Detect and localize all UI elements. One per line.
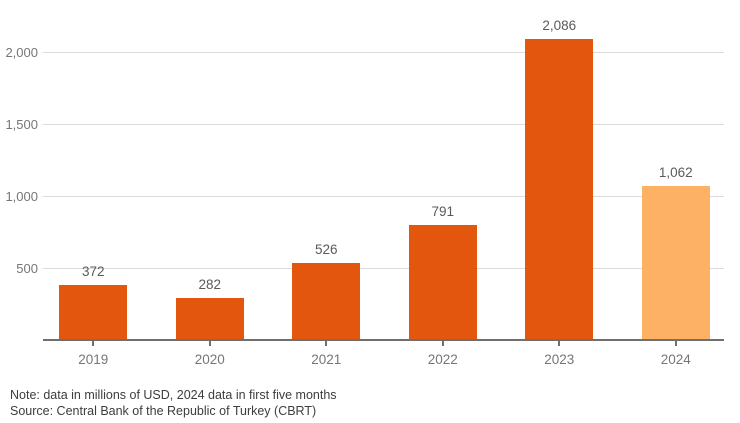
axis-tick [208, 341, 211, 346]
x-axis-label-2022: 2022 [427, 352, 458, 367]
bar-2020 [175, 298, 244, 339]
bar-2024 [641, 186, 710, 339]
axis-tick [441, 341, 444, 346]
axis-tick [92, 341, 95, 346]
x-axis-label-2024: 2024 [660, 352, 691, 367]
bar-value-label: 282 [198, 277, 222, 293]
x-axis-label-2020: 2020 [194, 352, 225, 367]
y-axis-tick-label: 2,000 [5, 44, 38, 60]
x-axis-label-2021: 2021 [311, 352, 342, 367]
y-axis-tick-label: 500 [16, 260, 38, 276]
y-axis-tick-label: 1,500 [5, 116, 38, 132]
chart-note: Note: data in millions of USD, 2024 data… [10, 388, 337, 402]
bar-value-label: 372 [81, 264, 105, 280]
bar-2019 [59, 285, 128, 339]
gridline [43, 267, 724, 269]
chart-footer: Note: data in millions of USD, 2024 data… [10, 388, 337, 419]
bar-value-label: 526 [314, 242, 338, 258]
axis-tick [674, 341, 677, 346]
bar-2023 [525, 38, 594, 339]
bar-2022 [408, 225, 477, 339]
axis-tick [558, 341, 561, 346]
x-axis-label-2023: 2023 [544, 352, 575, 367]
bar-value-label: 2,086 [542, 17, 577, 33]
x-axis-line [43, 339, 724, 341]
bar-2021 [292, 263, 361, 339]
axis-tick [325, 341, 328, 346]
y-axis-tick-label: 1,000 [5, 188, 38, 204]
x-axis-label-2019: 2019 [78, 352, 109, 367]
bar-value-label: 791 [431, 204, 455, 220]
gridline [43, 51, 724, 53]
gridline [43, 195, 724, 197]
chart-source: Source: Central Bank of the Republic of … [10, 403, 317, 418]
gridline [43, 123, 724, 125]
bar-value-label: 1,062 [658, 165, 693, 181]
plot-area: 500 1,000 1,500 2,000 372 2019 282 2020 526 2021 7… [5, 17, 724, 367]
